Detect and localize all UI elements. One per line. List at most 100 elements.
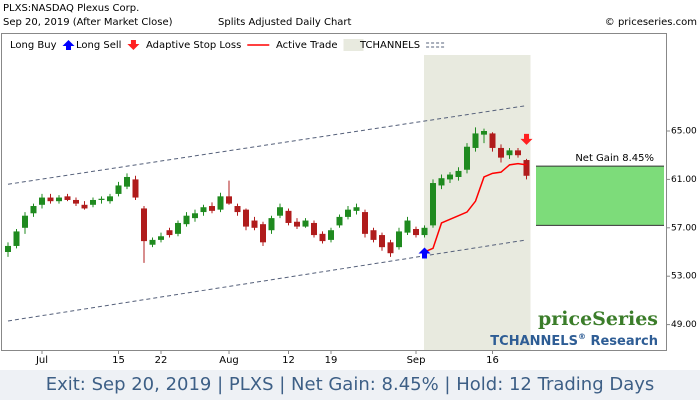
candle-body [226, 196, 232, 204]
legend-label: TCHANNELS [359, 40, 420, 51]
candle-body [47, 197, 54, 202]
legend-label: Adaptive Stop Loss [146, 40, 241, 51]
candle-body [464, 146, 470, 170]
candle-body [472, 133, 479, 148]
candle-body [515, 150, 521, 156]
candle-body [73, 199, 79, 204]
x-tick-label: 12 [282, 355, 295, 366]
candle-body [175, 222, 181, 234]
candle-body [311, 222, 317, 236]
candle-body [328, 230, 334, 240]
candle-body [345, 209, 351, 217]
candle-body [209, 206, 215, 211]
candle-body [141, 208, 147, 242]
channel-upper [7, 105, 527, 185]
candle-body [183, 215, 190, 225]
candle-body [413, 229, 419, 236]
y-tick-label: 65.00 [671, 127, 697, 137]
legend: Long Buy Long Sell Adaptive Stop Loss Activ… [10, 39, 447, 51]
net-gain-box [536, 166, 664, 226]
candle-body [251, 220, 258, 228]
candle-body [132, 179, 139, 198]
plot-frame [1, 33, 667, 351]
candle-body [217, 196, 224, 210]
watermark-part: Research [586, 334, 658, 349]
candle-body [234, 206, 241, 213]
candle-body [455, 170, 462, 177]
candle-body [124, 176, 130, 187]
x-tick-label: 15 [112, 355, 125, 366]
x-tick-label: Aug [219, 355, 239, 366]
candle-body [30, 206, 37, 214]
candle-body [294, 221, 300, 227]
plot: Net Gain 8.45% Long Buy Long Sell Adaptive … [5, 39, 664, 350]
chart-subtitle-note: Splits Adjusted Daily Chart [218, 17, 352, 28]
sell-arrow [520, 133, 533, 145]
watermark-brand: priceSeries [538, 308, 658, 330]
candle-body [166, 230, 173, 236]
candle-body [277, 207, 283, 216]
y-tick-label: 53.00 [671, 272, 697, 282]
watermark-product: TCHANNELS® Research [490, 332, 658, 349]
y-tick-label: 57.00 [671, 223, 697, 233]
candle-body [302, 220, 309, 227]
candle-body [319, 233, 326, 242]
legend-swatch [343, 39, 364, 51]
candle-body [200, 207, 207, 213]
x-tick-label: 22 [155, 355, 168, 366]
candle-body [260, 224, 266, 243]
candle-body [5, 245, 11, 252]
legend-label: Long Sell [76, 40, 121, 51]
candle-body [498, 147, 504, 158]
candle-body [115, 185, 122, 194]
candle-body [107, 196, 113, 202]
candle-body [404, 220, 411, 233]
candle-body [90, 199, 96, 205]
copyright: © priceseries.com [605, 17, 697, 28]
x-tick-label: Sep [407, 355, 426, 366]
candle-body [489, 133, 496, 148]
legend-label: Long Buy [10, 40, 57, 51]
watermark-part: TCHANNELS [490, 334, 578, 349]
legend-sell [127, 40, 140, 50]
candle-body [421, 227, 428, 236]
candle-body [430, 183, 436, 226]
candle-body [447, 174, 453, 180]
y-tick-label: 49.00 [671, 320, 697, 330]
candle-body [98, 198, 105, 200]
candle-body [506, 150, 513, 156]
net-gain-label: Net Gain 8.45% [575, 153, 654, 164]
legend-buy [62, 40, 75, 50]
x-tick-label: 19 [325, 355, 338, 366]
channel-lower [7, 239, 527, 322]
candle-body [158, 236, 164, 240]
footer-band [0, 370, 700, 400]
y-tick-label: 61.00 [671, 175, 697, 185]
candle-body [438, 178, 445, 186]
candle-body [387, 242, 394, 254]
chart-subtitle: Sep 20, 2019 (After Market Close) [3, 17, 173, 28]
candle-body [353, 207, 360, 211]
candle-body [379, 235, 385, 248]
watermark-part: ® [578, 332, 586, 341]
x-tick-label: 16 [486, 355, 499, 366]
candle-body [481, 131, 487, 135]
candle-body [149, 239, 156, 245]
candle-body [362, 212, 368, 234]
candle-body [370, 230, 377, 240]
candle-body [22, 215, 28, 228]
candle-body [64, 196, 71, 200]
candle-body [56, 197, 62, 202]
candle-body [523, 160, 530, 176]
candle-body [13, 231, 20, 246]
candle-body [81, 204, 88, 209]
candle-body [268, 218, 275, 231]
x-tick-label: Jul [35, 355, 48, 366]
footer: Exit: Sep 20, 2019 | PLXS | Net Gain: 8.… [46, 374, 655, 395]
candle-body [39, 197, 45, 205]
chart-title: PLXS:NASDAQ Plexus Corp. [3, 3, 139, 14]
candle-body [243, 209, 249, 227]
legend-label: Active Trade [276, 40, 338, 51]
buy-arrow [418, 247, 431, 259]
